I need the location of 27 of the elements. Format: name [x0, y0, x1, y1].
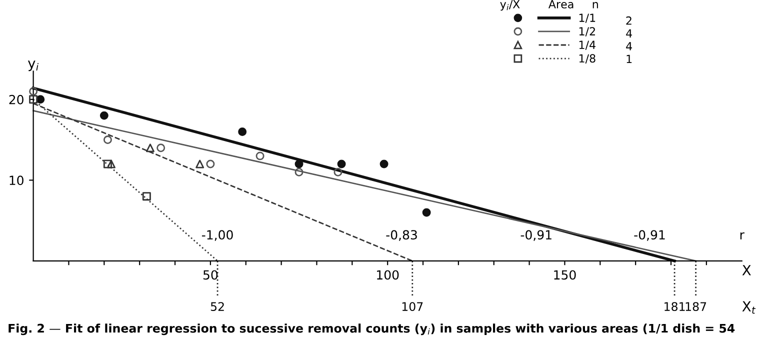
annotation: -0,83 [386, 230, 417, 241]
x2-tick-label: 52 [210, 302, 224, 312]
annotation: r [740, 232, 744, 240]
x-tick-label: 50 [203, 270, 218, 280]
x-tick-label: 150 [554, 270, 576, 280]
y-tick-label: 20 [9, 94, 24, 104]
x2-tick-label: 181 [664, 302, 685, 312]
x-axis-title: X [742, 265, 751, 276]
text: 4 [626, 42, 632, 50]
legend-label: 1/4 [579, 40, 596, 50]
caption: Fig. 2 — Fit of linear regression to sucessive removal counts (y$_{i}$) in samples with various areas (1/1 dish = 54 [8, 324, 735, 336]
y-tick-label: 10 [10, 176, 24, 186]
legend-label: 1/2 [579, 27, 595, 36]
text: 1 [626, 54, 632, 64]
legend-title: y$_{i}$/X Area n [500, 0, 598, 11]
annotation: -0,91 [520, 230, 552, 241]
x2-axis-title: X$_{t}$ [742, 301, 756, 314]
annotation: -0,91 [634, 230, 665, 241]
x-tick-label: 100 [377, 270, 399, 280]
text: 4 [626, 29, 632, 38]
x2-tick-label: 187 [686, 302, 706, 312]
legend-label: 1/8 [579, 54, 596, 64]
x2-tick-label: 107 [402, 302, 423, 312]
legend-label: 1/1 [579, 14, 596, 23]
annotation: -1,00 [202, 230, 233, 241]
y-axis-title: y$_{i}$ [28, 60, 39, 72]
text: 2 [626, 16, 632, 25]
